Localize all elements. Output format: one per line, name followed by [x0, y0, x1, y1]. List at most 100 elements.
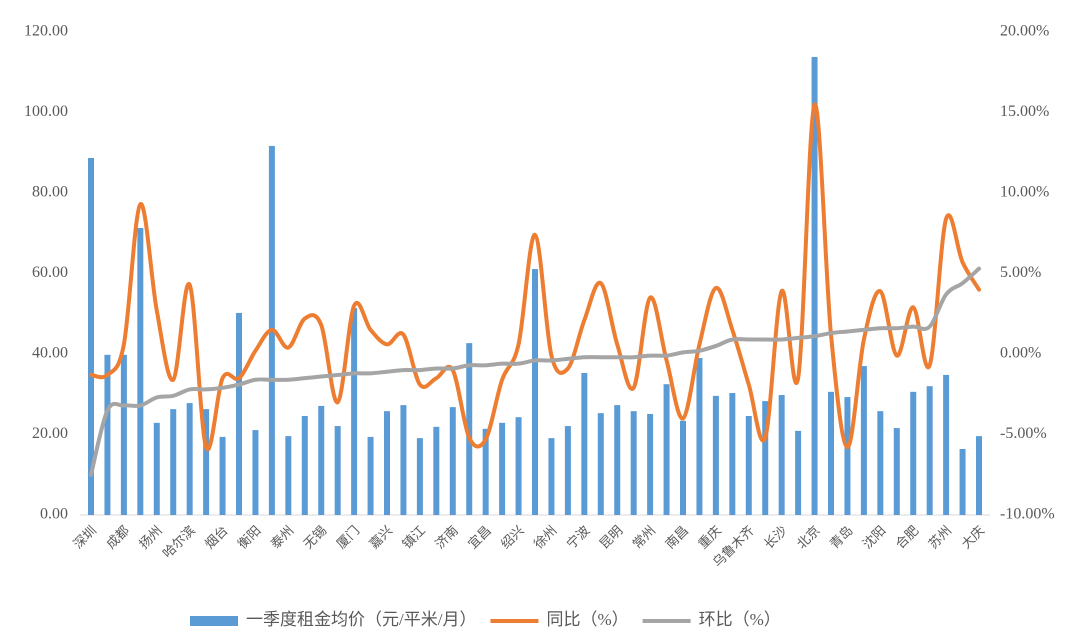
- x-tick-label: 常州: [629, 523, 658, 552]
- y2-tick-label: 15.00%: [1000, 103, 1049, 120]
- line: [89, 102, 981, 452]
- x-tick-label: 沈阳: [860, 523, 889, 552]
- bar: [581, 372, 588, 515]
- legend-label: 同比（%）: [546, 610, 628, 629]
- bar: [104, 354, 111, 515]
- bar: [236, 312, 242, 515]
- y-tick-label: 60.00: [32, 264, 68, 281]
- legend-swatch: [190, 616, 238, 626]
- legend-label: 一季度租金均价（元/平米/月）: [246, 610, 476, 629]
- x-tick-label: 泰州: [268, 523, 297, 552]
- bar: [433, 426, 440, 515]
- y2-tick-label: 0.00%: [1000, 345, 1041, 362]
- y-tick-label: 80.00: [32, 184, 68, 201]
- bar: [893, 428, 900, 515]
- bar: [334, 426, 341, 515]
- y-tick-label: 0.00: [40, 506, 68, 523]
- x-tick-label: 济南: [432, 523, 461, 552]
- bar: [515, 417, 522, 515]
- bar: [137, 228, 144, 515]
- bar: [943, 374, 950, 515]
- bar: [499, 422, 506, 515]
- y-tick-label: 120.00: [24, 23, 68, 40]
- bar: [976, 436, 982, 515]
- bar: [729, 393, 736, 515]
- bar: [762, 401, 769, 515]
- bar: [367, 436, 374, 515]
- x-tick-label: 绍兴: [498, 523, 527, 552]
- bar: [120, 354, 127, 515]
- bar: [926, 386, 933, 515]
- y-tick-label: 100.00: [24, 103, 68, 120]
- bar: [630, 411, 637, 515]
- y2-tick-label: -5.00%: [1000, 425, 1047, 442]
- bar: [219, 436, 226, 515]
- x-tick-label: 无锡: [300, 523, 329, 552]
- x-tick-label: 烟台: [202, 523, 231, 552]
- y-tick-label: 20.00: [32, 425, 68, 442]
- x-tick-label: 镇江: [399, 523, 428, 552]
- bar: [548, 438, 555, 515]
- bar: [795, 430, 802, 515]
- x-tick-label: 重庆: [695, 523, 724, 552]
- x-tick-label: 成都: [103, 523, 132, 552]
- x-tick-label: 南昌: [662, 523, 691, 552]
- bar: [614, 405, 621, 515]
- bar: [170, 409, 177, 515]
- x-tick-label: 衡阳: [235, 523, 264, 552]
- x-tick-label: 嘉兴: [366, 523, 395, 552]
- line: [89, 266, 981, 477]
- bar: [301, 415, 308, 515]
- x-tick-label: 徐州: [531, 523, 560, 552]
- y-tick-label: 40.00: [32, 345, 68, 362]
- x-tick-label: 哈尔滨: [160, 523, 198, 561]
- bar: [285, 436, 292, 515]
- y2-tick-label: 20.00%: [1000, 23, 1049, 40]
- bar: [959, 448, 966, 515]
- bar: [696, 358, 703, 515]
- x-tick-label: 扬州: [136, 523, 165, 552]
- bar: [745, 415, 752, 515]
- bar: [910, 391, 917, 515]
- bar: [860, 366, 867, 515]
- bar: [203, 409, 210, 515]
- bar: [449, 407, 456, 515]
- y2-tick-label: 10.00%: [1000, 184, 1049, 201]
- bar: [647, 413, 654, 515]
- x-tick-label: 大庆: [958, 523, 987, 552]
- y2-tick-label: -10.00%: [1000, 506, 1055, 523]
- legend-label: 环比（%）: [699, 610, 781, 629]
- bar: [778, 395, 785, 515]
- x-tick-label: 深圳: [70, 523, 99, 552]
- x-tick-label: 厦门: [333, 523, 362, 552]
- bar: [680, 420, 686, 515]
- x-tick-label: 青岛: [827, 523, 856, 552]
- y2-tick-label: 5.00%: [1000, 264, 1041, 281]
- bar: [351, 308, 358, 515]
- bar: [416, 438, 423, 515]
- bar: [384, 411, 390, 515]
- bar: [466, 343, 473, 515]
- x-tick-label: 长沙: [761, 523, 790, 552]
- bar: [811, 56, 818, 516]
- bar: [844, 397, 851, 515]
- bar: [564, 426, 571, 515]
- x-tick-label: 苏州: [925, 523, 954, 552]
- x-tick-label: 宁波: [564, 523, 593, 552]
- bar: [663, 384, 670, 515]
- bar: [88, 157, 94, 516]
- bar: [400, 405, 407, 515]
- x-tick-label: 宜昌: [465, 523, 494, 552]
- bar: [482, 428, 489, 515]
- bar: [597, 413, 604, 515]
- bar: [153, 422, 160, 515]
- x-tick-label: 昆明: [596, 523, 625, 552]
- bar: [877, 411, 884, 515]
- bar: [186, 403, 193, 515]
- bar: [252, 430, 259, 515]
- bar: [828, 391, 834, 515]
- bar: [318, 405, 325, 515]
- bar: [532, 269, 538, 515]
- x-tick-label: 合肥: [892, 523, 921, 552]
